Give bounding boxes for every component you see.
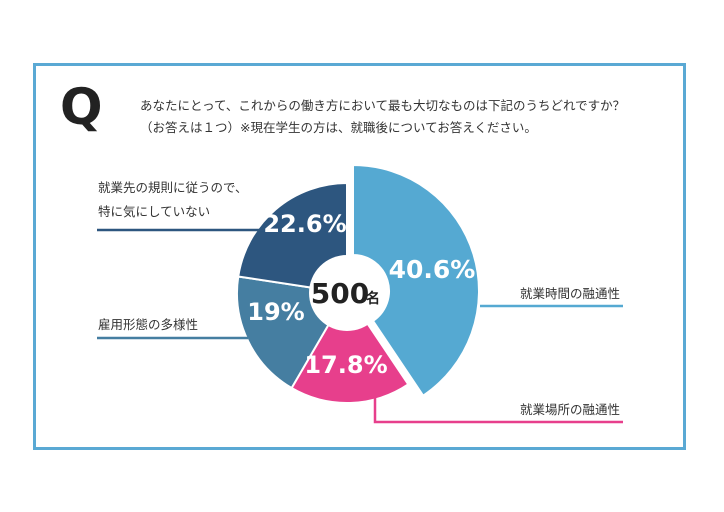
percentage-labels: 40.6% 17.8%19% 22.6% bbox=[247, 210, 475, 379]
question-line-2: （お答えは１つ）※現在学生の方は、就職後についてお答えください。 bbox=[140, 120, 537, 135]
question-text: あなたにとって、これからの働き方において最も大切なものは下記のうちどれですか？ … bbox=[140, 95, 625, 139]
slice-label: 特に気にしていない bbox=[98, 204, 210, 219]
leader-lines bbox=[97, 228, 623, 424]
respondent-count: 500 bbox=[311, 277, 369, 310]
slice-percentage: 19% bbox=[247, 298, 304, 326]
slice-label: 就業場所の融通性 bbox=[520, 402, 620, 417]
donut-hole bbox=[309, 255, 385, 331]
question-line-1: あなたにとって、これからの働き方において最も大切なものは下記のうちどれですか？ bbox=[140, 98, 626, 113]
slice-label: 就業時間の融通性 bbox=[520, 286, 620, 301]
slice-percentage: 17.8% bbox=[304, 351, 387, 379]
pie-slice bbox=[352, 163, 480, 398]
slice-group bbox=[236, 163, 480, 404]
question-mark: Q bbox=[60, 78, 103, 136]
leader-line bbox=[373, 396, 623, 424]
respondent-unit: 名 bbox=[366, 290, 380, 307]
slice-label: 就業先の規則に従うので、 bbox=[98, 180, 248, 195]
slice-percentage: 22.6% bbox=[263, 210, 346, 238]
slice-label: 雇用形態の多様性 bbox=[98, 317, 198, 332]
slice-percentage: 40.6% bbox=[389, 255, 476, 284]
